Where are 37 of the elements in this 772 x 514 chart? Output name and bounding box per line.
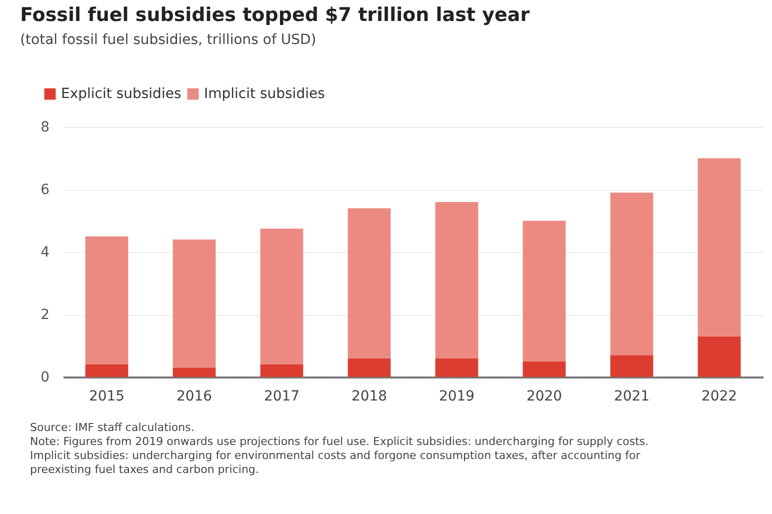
y-tick-label: 8 (40, 120, 50, 136)
bar (610, 355, 654, 377)
x-tick-label: 2021 (614, 388, 650, 404)
text: preexisting fuel taxes and carbon pricing. (30, 463, 260, 477)
bar (348, 358, 391, 377)
bar (522, 361, 566, 377)
x-tick-label: 2015 (88, 388, 125, 404)
bar (435, 202, 478, 358)
bar (698, 158, 741, 336)
bar (610, 192, 654, 356)
bar (260, 228, 304, 364)
y-tick-label: 0 (40, 370, 50, 386)
x-tick-label: 2017 (264, 388, 300, 404)
y-tick-label: 4 (40, 244, 50, 260)
text: Note: Figures from 2019 onwards use projections for fuel use. Explicit subsidies: undercharging for supply costs. (30, 435, 650, 449)
x-tick-label: 2019 (438, 388, 475, 404)
bar (435, 358, 478, 377)
bar (522, 220, 566, 362)
bar (260, 364, 304, 377)
bar (85, 236, 128, 364)
bar (85, 364, 128, 377)
legend-label: Implicit subsidies (204, 86, 325, 102)
y-tick-label: 2 (40, 307, 50, 323)
bar (698, 336, 741, 377)
chart-title: Fossil fuel subsidies topped $7 trillion last year (20, 4, 530, 26)
legend-label: Explicit subsidies (61, 86, 182, 102)
x-tick-label: 2018 (351, 388, 388, 404)
y-tick-label: 6 (40, 182, 50, 198)
text: Implicit subsidies: undercharging for environmental costs and forgone consumption taxes, after accounting for (30, 449, 642, 463)
bar (172, 240, 216, 368)
chart-subtitle: (total fossil fuel subsidies, trillions of USD) (20, 32, 316, 48)
x-tick-label: 2020 (526, 388, 562, 404)
x-tick-label: 2016 (176, 388, 212, 404)
bar (348, 208, 391, 358)
x-tick-label: 2022 (701, 388, 738, 404)
bar (172, 368, 216, 377)
source-note: Source: IMF staff calculations. (30, 421, 196, 435)
